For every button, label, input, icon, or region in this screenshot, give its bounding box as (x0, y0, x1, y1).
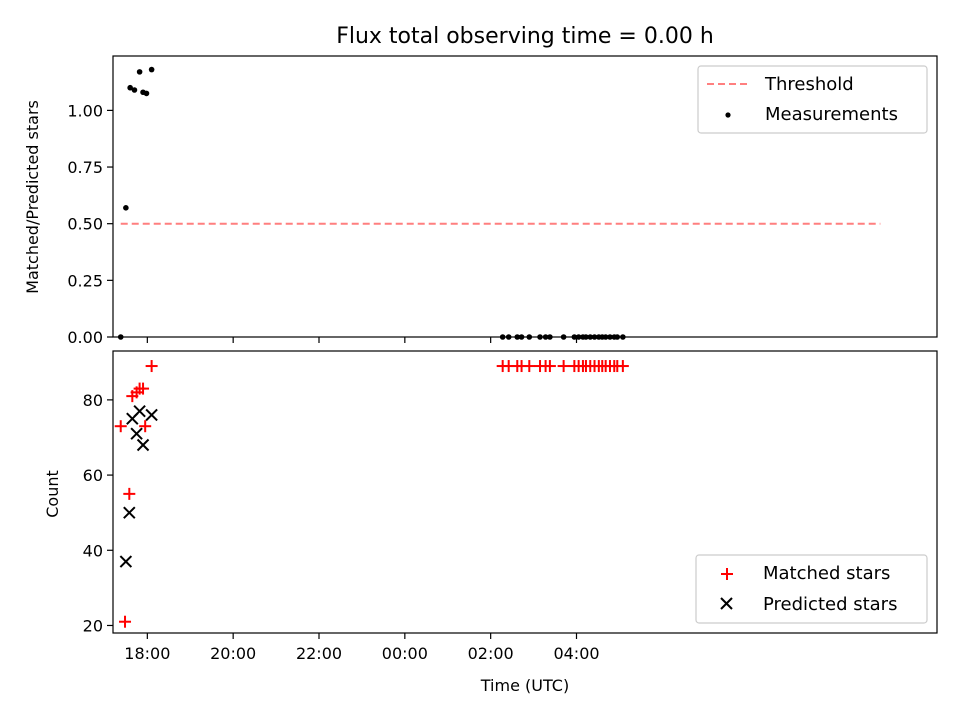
bottom-y-tick-label: 40 (83, 541, 103, 560)
predicted-star-point (123, 506, 136, 519)
top-y-axis-label: Matched/Predicted stars (23, 100, 42, 294)
x-tick-label: 22:00 (296, 644, 342, 663)
predicted-star-stroke-b (119, 555, 133, 568)
measurement-point (123, 205, 129, 211)
measurement-point (614, 334, 621, 340)
x-tick-label: 04:00 (553, 644, 599, 663)
predicted-star-point (145, 408, 158, 422)
bottom-y-axis-label: Count (43, 470, 62, 518)
measurement-point (148, 66, 155, 73)
predicted-star-point (136, 438, 150, 452)
top-axes-frame (112, 55, 938, 338)
legend-matched-label: Matched stars (763, 563, 890, 584)
measurement-point (583, 334, 589, 340)
measurement-point (620, 334, 626, 340)
top-y-tick-label: 0.25 (67, 271, 103, 290)
matched-star-point (616, 360, 629, 373)
measurement-point (560, 334, 567, 340)
measurement-point (518, 334, 525, 340)
measurement-point (571, 334, 578, 340)
measurement-point (575, 334, 582, 340)
top-y-ticks: 0.00 0.25 0.50 0.75 1.00 (67, 101, 113, 347)
x-tick-label: 02:00 (468, 644, 514, 663)
predicted-star-stroke-b (145, 408, 158, 422)
matched-star-point (145, 360, 158, 373)
measurement-point (131, 87, 138, 93)
matched-star-point (119, 615, 132, 628)
matched-star-point (523, 360, 536, 373)
top-legend: Threshold Measurements (697, 65, 928, 134)
top-legend-frame (697, 65, 928, 134)
predicted-star-stroke-b (123, 506, 136, 519)
measurement-point (514, 334, 521, 340)
measurement-point (537, 334, 543, 340)
x-tick-label: 20:00 (210, 644, 256, 663)
measurement-point (117, 334, 124, 340)
predicted-star-stroke-b (133, 404, 146, 418)
measurement-point (499, 334, 506, 340)
bottom-y-tick-label: 60 (83, 466, 103, 485)
top-y-tick-label: 0.00 (67, 328, 103, 347)
bottom-legend: Matched stars Predicted stars (695, 554, 928, 624)
measurement-point (505, 334, 512, 340)
bottom-y-ticks: 20 40 60 80 (83, 391, 113, 635)
matched-star-point (557, 360, 570, 373)
top-x-ticks (146, 337, 578, 343)
measurement-points (117, 66, 626, 340)
legend-matched-swatch (721, 568, 733, 580)
predicted-star-stroke-b (130, 427, 143, 440)
measurement-point (127, 84, 133, 91)
x-axis-label: Time (UTC) (480, 676, 569, 695)
top-panel: 0.00 0.25 0.50 0.75 1.00 Matched/Predicted s… (23, 55, 938, 347)
predicted-star-point (133, 404, 146, 418)
count-points (114, 360, 629, 628)
matched-star-point (123, 487, 136, 500)
measurement-point (136, 69, 143, 75)
bottom-y-tick-label: 80 (83, 391, 103, 410)
predicted-star-stroke-b (136, 438, 150, 452)
x-tick-label: 18:00 (124, 644, 170, 663)
top-y-tick-label: 1.00 (67, 101, 103, 120)
top-y-tick-label: 0.75 (67, 158, 103, 177)
bottom-legend-frame (695, 554, 928, 624)
matched-star-point (114, 420, 127, 433)
legend-predicted-swatch (720, 597, 733, 610)
bottom-axes-frame (112, 350, 938, 634)
matched-star-point (137, 382, 150, 395)
bottom-y-tick-label: 20 (83, 616, 103, 635)
measurement-point (526, 334, 533, 340)
measurement-point (591, 334, 598, 340)
matched-star-point (139, 420, 152, 433)
measurement-point (607, 334, 613, 340)
predicted-star-point (119, 555, 133, 568)
matched-star-point (543, 360, 556, 373)
measurement-point (547, 334, 553, 340)
chart-title: Flux total observing time = 0.00 h (336, 24, 714, 49)
legend-predicted-label: Predicted stars (763, 594, 897, 615)
measurement-point (143, 90, 150, 97)
legend-measurements-label: Measurements (765, 104, 898, 125)
measurement-point (602, 334, 609, 340)
measurement-point (542, 334, 549, 340)
legend-measurements-swatch (725, 112, 731, 118)
bottom-x-ticks: 18:00 20:00 22:00 00:00 02:00 04:00 (124, 633, 600, 663)
measurement-point (587, 334, 594, 340)
top-y-tick-label: 0.50 (67, 215, 103, 234)
x-tick-label: 00:00 (382, 644, 428, 663)
legend-threshold-label: Threshold (764, 74, 854, 95)
predicted-star-point (130, 427, 143, 440)
